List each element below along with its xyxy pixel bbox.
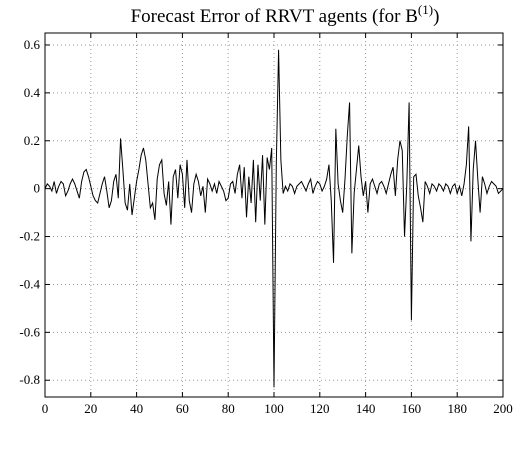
x-tick-label: 140 [356, 401, 376, 416]
title-text: Forecast Error of RRVT agents (for B [131, 6, 418, 27]
x-tick-label: 0 [42, 401, 49, 416]
title-text-end: ) [433, 6, 439, 27]
plot-frame [44, 32, 504, 398]
y-tick-label: -0.2 [19, 229, 40, 244]
x-tick-label: 120 [310, 401, 330, 416]
x-tick-label: 80 [222, 401, 235, 416]
y-tick-label: 0.4 [24, 85, 41, 100]
x-tick-label: 100 [264, 401, 284, 416]
x-tick-label: 180 [447, 401, 467, 416]
y-tick-label: 0.2 [24, 133, 40, 148]
y-tick-label: -0.8 [19, 372, 40, 387]
y-tick-label: 0 [34, 181, 41, 196]
title-superscript: (1) [418, 2, 433, 17]
x-tick-label: 60 [176, 401, 189, 416]
x-tick-label: 160 [402, 401, 422, 416]
x-tick-label: 40 [130, 401, 143, 416]
x-tick-label: 200 [493, 401, 513, 416]
y-tick-label: -0.6 [19, 324, 40, 339]
data-line [44, 49, 504, 388]
y-tick-label: -0.4 [19, 276, 40, 291]
y-tick-label: 0.6 [24, 37, 41, 52]
chart-title: Forecast Error of RRVT agents (for B(1)) [131, 2, 440, 27]
x-tick-label: 20 [84, 401, 97, 416]
